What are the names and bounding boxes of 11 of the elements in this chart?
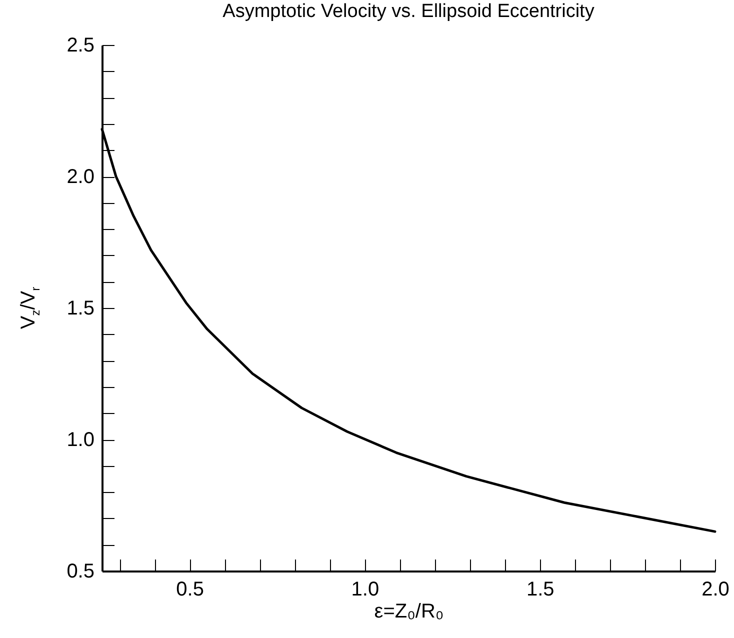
- y-tick-label: 1.5: [66, 298, 94, 320]
- y-tick-label: 2.5: [66, 34, 94, 56]
- x-tick-label: 1.0: [351, 578, 380, 600]
- x-tick-label: 0.5: [176, 578, 204, 600]
- x-tick-label: 1.5: [526, 578, 554, 600]
- chart-title: Asymptotic Velocity vs. Ellipsoid Eccentricity: [222, 1, 595, 22]
- y-tick-label: 0.5: [66, 560, 94, 582]
- y-tick-label: 2.0: [66, 166, 94, 188]
- x-axis-title: ε=Z₀/R₀: [374, 600, 444, 622]
- x-tick-label: 2.0: [702, 578, 730, 600]
- y-tick-label: 1.0: [66, 429, 94, 451]
